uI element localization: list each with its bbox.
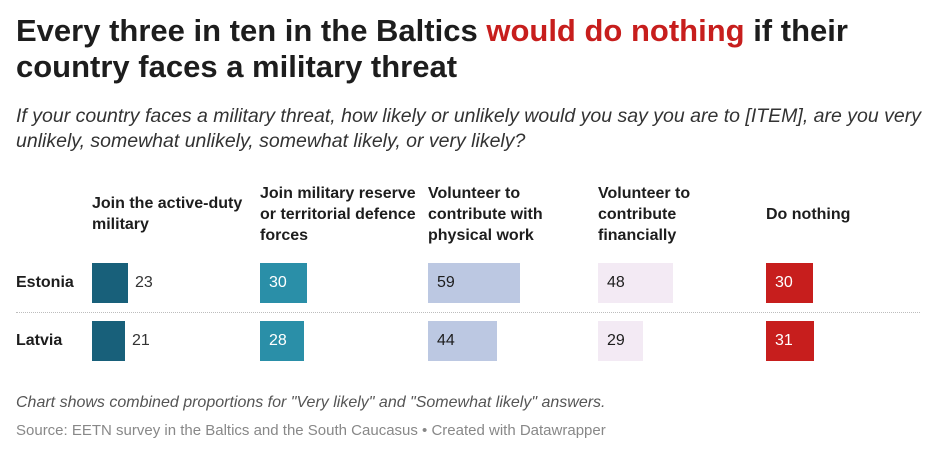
bar: [598, 321, 643, 361]
bar: [766, 321, 814, 361]
data-label: 23: [135, 274, 153, 291]
data-label: 44: [437, 332, 455, 349]
bar: [92, 263, 128, 303]
row-label: Estonia: [16, 274, 74, 291]
data-label: 30: [775, 274, 793, 291]
column-header: Join the active-duty military: [92, 195, 243, 233]
title-highlight: would do nothing: [486, 13, 745, 48]
data-label: 48: [607, 274, 625, 291]
title-text-part1: Every three in ten in the Baltics: [16, 13, 487, 48]
bar: [260, 321, 304, 361]
data-label: 30: [269, 274, 287, 291]
row-label: Latvia: [16, 332, 63, 349]
column-header: Join military reserve or territorial def…: [260, 184, 416, 244]
column-header: Do nothing: [766, 205, 851, 223]
data-label: 21: [132, 332, 150, 349]
title-text-part2: if their country faces a military threat: [16, 13, 848, 84]
data-label: 29: [607, 332, 625, 349]
bar: [598, 263, 673, 303]
bar: [766, 263, 813, 303]
row-separator: [16, 312, 920, 313]
data-label: 59: [437, 274, 455, 291]
chart-source: Source: EETN survey in the Baltics and t…: [16, 422, 606, 439]
column-header: Volunteer to contribute with physical wo…: [428, 184, 543, 244]
chart-note: Chart shows combined proportions for "Ve…: [16, 394, 606, 411]
column-header: Volunteer to contribute financially: [598, 184, 691, 244]
chart-subtitle: If your country faces a military threat,…: [16, 105, 921, 152]
chart-title: Every three in ten in the Baltics would …: [16, 13, 916, 85]
bar: [92, 321, 125, 361]
bar: [428, 321, 497, 361]
bar: [428, 263, 520, 303]
data-label: 28: [269, 332, 287, 349]
bar: [260, 263, 307, 303]
data-label: 31: [775, 332, 793, 349]
